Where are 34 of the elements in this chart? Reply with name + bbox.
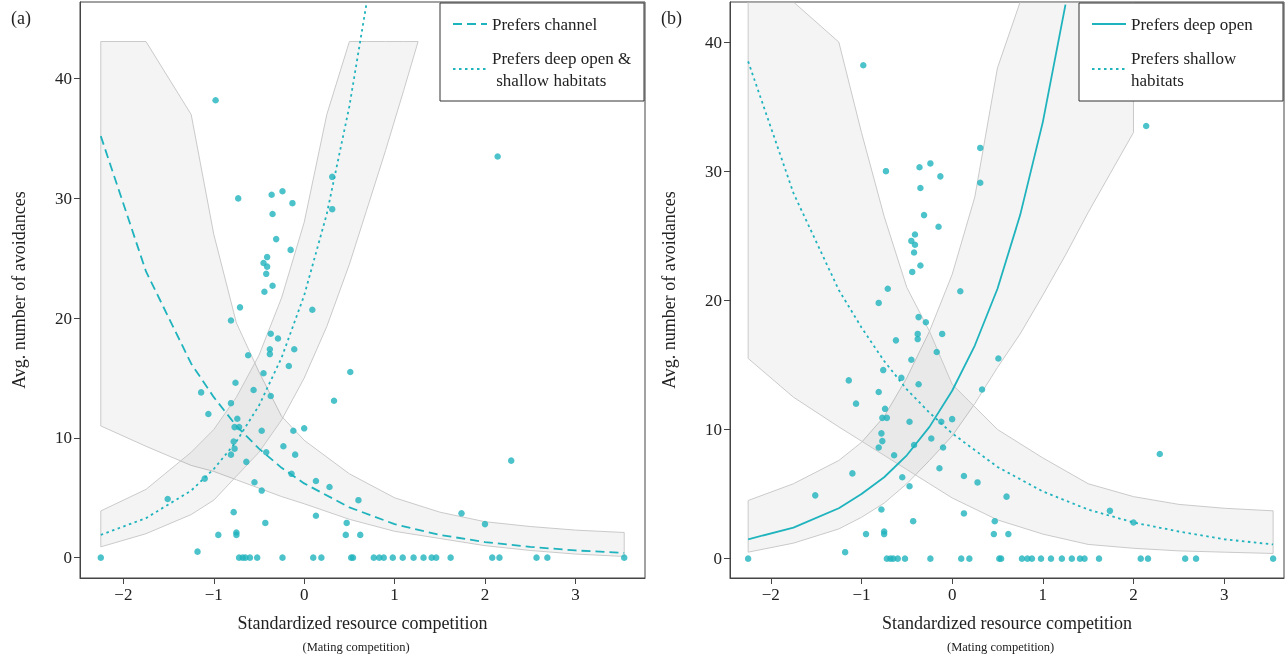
x-tick-label: −2 [114,585,133,604]
y-tick-label: 0 [63,548,72,568]
legend-label: Prefers deep open & shallow habitats [492,48,632,90]
y-tick-label: 20 [705,290,722,310]
y-axis-title: Avg. number of avoidances [9,191,29,389]
y-tick-label: 10 [55,428,72,448]
x-tick-label: 2 [1129,585,1138,604]
x-tick-label: 0 [299,585,309,604]
x-tick-label: 1 [390,585,399,604]
x-axis-title: Standardized resource competition [882,613,1132,633]
text: (Mating competition) [947,639,1055,654]
x-tick-label: −2 [761,585,780,604]
x-tick-label: 3 [571,585,580,604]
x-tick-label: 1 [1038,585,1048,604]
x-tick-label: −1 [204,585,223,604]
x-tick-label: −1 [852,585,871,604]
y-tick-label: 10 [705,419,722,439]
chart-title: (a) [11,8,31,29]
y-tick-label: 30 [705,161,722,181]
y-tick-label: 0 [713,549,722,569]
chart-title: (b) [661,8,682,29]
x-tick-label: 0 [947,585,957,604]
y-tick-label: 30 [55,188,72,208]
x-tick-label: 2 [480,585,490,604]
y-tick-label: 20 [55,308,72,328]
x-axis-title: Standardized resource competition [237,613,488,633]
legend-label: Prefers channel [492,14,598,34]
text: (Mating competition) [302,639,410,654]
x-tick-label: 3 [1219,585,1229,604]
legend-label: Prefers shallow habitats [1131,48,1241,90]
y-axis-title: Avg. number of avoidances [659,191,679,389]
legend-label: Prefers deep open [1131,14,1254,34]
y-tick-label: 40 [705,32,722,52]
y-tick-label: 40 [55,69,72,89]
